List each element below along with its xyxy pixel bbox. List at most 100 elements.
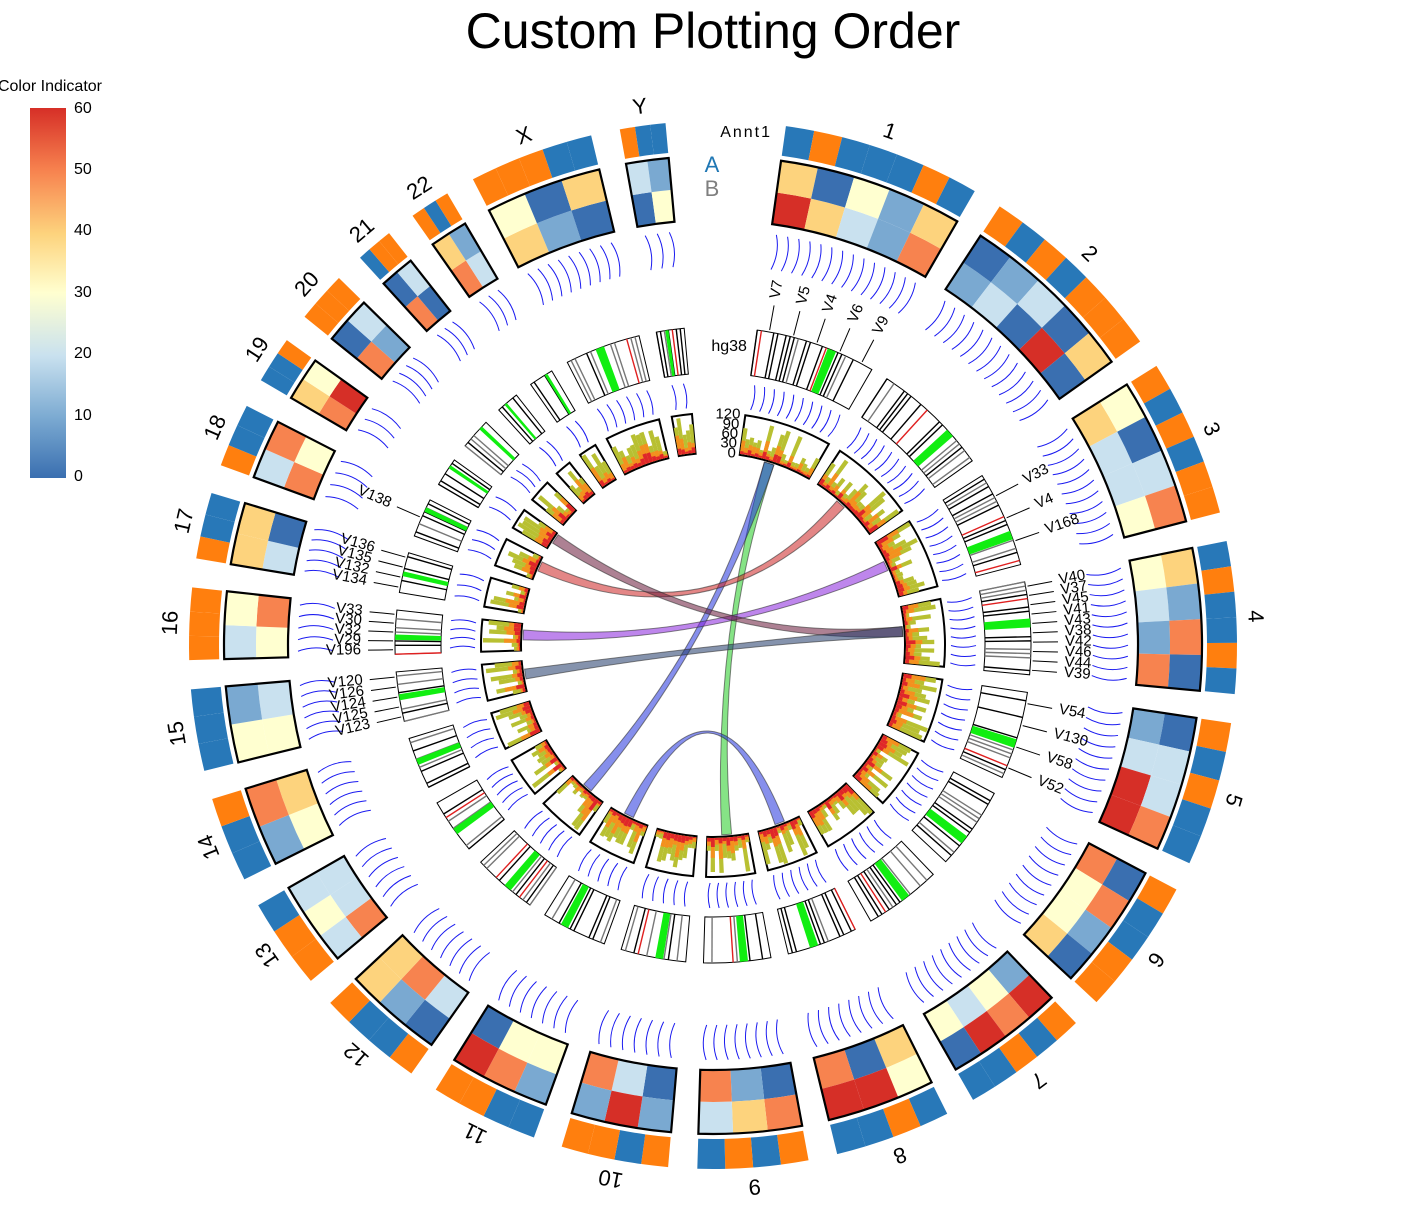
annotation-cell: [193, 712, 228, 744]
histogram-bar: [768, 459, 773, 462]
line-mark: [950, 625, 976, 630]
ideogram-stripe: [486, 835, 520, 869]
chromosome-label: 6: [1143, 948, 1170, 972]
line-mark: [949, 616, 975, 621]
line-mark: [486, 766, 509, 780]
chromosome-label: 5: [1220, 791, 1247, 810]
heatmap-cell: [405, 296, 439, 331]
line-mark: [1022, 864, 1052, 886]
ideogram-stripe: [869, 866, 898, 906]
line-mark: [454, 595, 480, 602]
histogram-bar: [611, 477, 616, 481]
ideogram-stripe: [637, 909, 650, 955]
centromere-mark: [665, 330, 675, 377]
line-mark: [968, 337, 993, 365]
gene-label-connector: [1032, 621, 1058, 624]
centromere-mark: [424, 507, 468, 531]
line-mark: [921, 759, 944, 773]
line-mark: [1060, 798, 1093, 814]
line-mark: [510, 476, 531, 494]
ideogram-stripe: [927, 450, 966, 480]
annotation-cell: [750, 1134, 781, 1168]
annotation-cell: [1166, 436, 1204, 473]
histogram-bar: [729, 836, 734, 842]
annotation-cell: [435, 1064, 474, 1104]
line-mark: [765, 1021, 773, 1056]
heatmap-border: [431, 222, 500, 299]
ideogram-stripe: [544, 374, 570, 415]
heatmap-cell: [1160, 547, 1199, 588]
histogram-bar: [758, 831, 763, 835]
histogram-bar: [606, 477, 612, 483]
ideogram-stripe: [984, 648, 1031, 651]
histogram-bar: [789, 466, 794, 470]
histogram-bar: [632, 820, 637, 825]
gene-label: V46: [1065, 643, 1092, 661]
chromosome-label: 4: [1243, 609, 1269, 623]
ideogram-band: [529, 370, 576, 423]
histogram-bar: [533, 718, 536, 723]
centromere-mark: [984, 618, 1031, 630]
centromere-mark: [595, 346, 620, 393]
histogram-bar: [747, 450, 752, 456]
line-mark: [866, 826, 884, 846]
heatmap-cell: [1127, 708, 1165, 745]
histogram-bar: [779, 463, 784, 466]
ideogram-stripe: [529, 867, 557, 906]
line-mark: [950, 653, 976, 657]
line-mark: [858, 832, 876, 853]
heatmap-border: [287, 854, 389, 961]
line-mark: [930, 739, 955, 751]
ideogram-stripe: [569, 887, 592, 930]
line-mark: [848, 999, 862, 1033]
line-mark: [850, 258, 865, 292]
gene-label: V9: [869, 313, 893, 337]
line-mark: [1081, 737, 1116, 748]
heatmap-border: [697, 1061, 804, 1136]
line-mark: [422, 916, 448, 942]
line-mark: [616, 400, 627, 424]
line-mark: [888, 277, 906, 309]
links-layer: [522, 461, 904, 836]
ideogram-stripe: [863, 870, 890, 911]
ideogram-stripe: [401, 579, 447, 591]
heatmap-cell: [698, 1101, 734, 1134]
histogram-bar: [582, 494, 589, 501]
gene-label: V120: [327, 671, 364, 691]
ideogram-stripe: [402, 702, 448, 714]
ideogram-stripe: [890, 403, 922, 440]
line-mark: [945, 694, 971, 701]
heatmap-cell: [571, 200, 615, 241]
heatmap-cell: [896, 232, 942, 277]
histogram-bar: [827, 488, 832, 493]
ideogram-stripe: [984, 640, 1031, 643]
ideogram-stripe: [804, 900, 822, 945]
line-mark: [392, 380, 421, 404]
centromere-mark: [736, 915, 749, 962]
ideogram-stripe: [753, 330, 763, 377]
line-mark: [790, 869, 800, 894]
histogram-bar: [581, 786, 585, 791]
ideogram-stripe: [396, 670, 443, 677]
ideogram-stripe: [422, 514, 465, 535]
line-mark: [656, 233, 664, 269]
heatmap-cell: [291, 378, 330, 415]
ideogram-stripe: [969, 734, 1014, 751]
heatmap-cell: [257, 680, 294, 720]
heatmap-cell: [730, 1067, 765, 1102]
line-mark: [451, 668, 477, 673]
ideogram-stripe: [501, 406, 534, 442]
ideogram-stripe: [397, 678, 444, 686]
line-mark: [780, 236, 789, 272]
heatmap-cell: [331, 320, 372, 359]
ideogram-stripe: [785, 338, 800, 384]
ideogram-stripe: [881, 857, 911, 895]
heatmap-cell: [772, 192, 812, 230]
line-mark: [1079, 534, 1114, 545]
line-mark: [1073, 511, 1107, 525]
line-mark: [325, 496, 359, 510]
heatmap-cell: [256, 594, 291, 628]
line-mark: [300, 690, 337, 697]
ideogram-stripe: [895, 845, 928, 881]
